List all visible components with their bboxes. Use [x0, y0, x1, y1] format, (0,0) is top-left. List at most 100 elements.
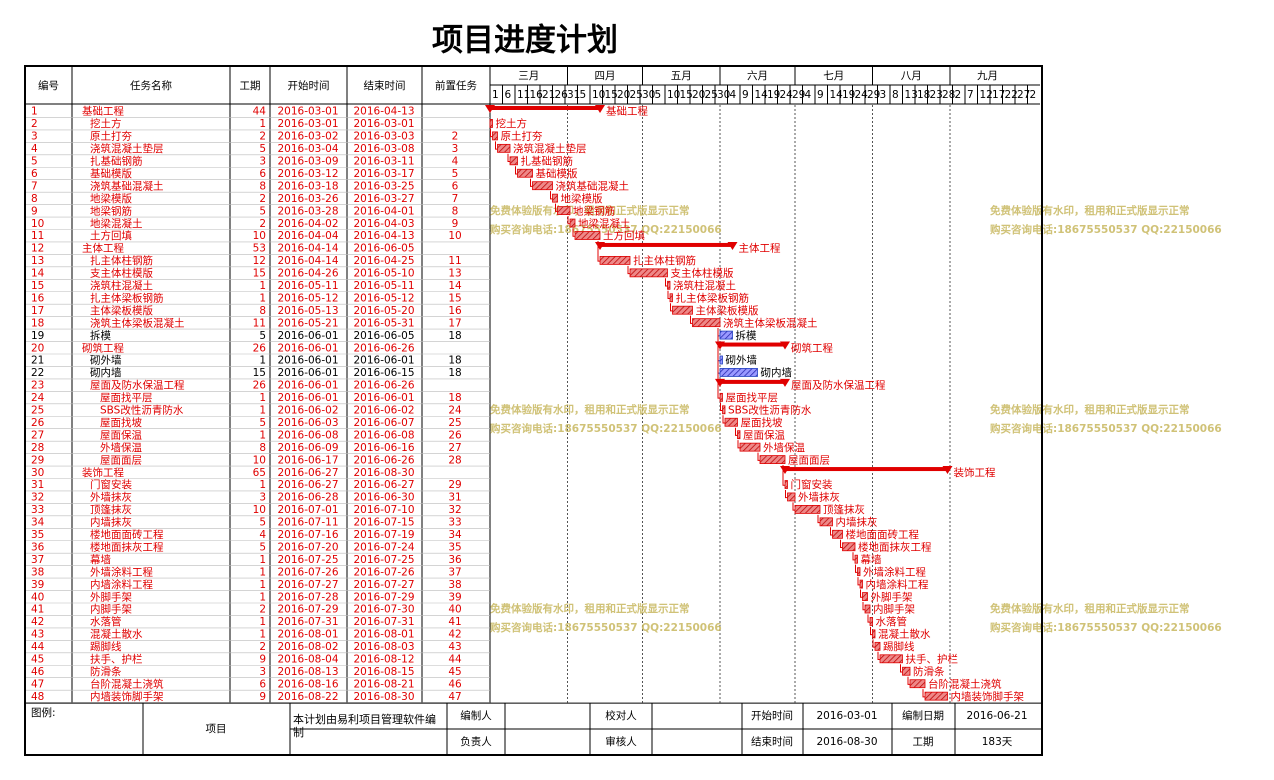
month-label: 九月: [977, 70, 998, 82]
task-name: 扎基础钢筋: [90, 155, 143, 168]
task-predecessor: 27: [448, 442, 461, 454]
bar-label: 屋面及防水保温工程: [791, 379, 886, 392]
bar-label: 楼地面面砖工程: [846, 528, 920, 541]
task-bar: [879, 654, 903, 664]
link: [877, 651, 880, 661]
link: [667, 290, 670, 299]
task-start: 2016-03-01: [277, 118, 338, 130]
day-label: 29: [867, 89, 880, 101]
footer-note: 本计划由易利项目管理软件编制: [293, 713, 436, 740]
task-start: 2016-06-01: [277, 330, 338, 342]
task-predecessor: 26: [448, 429, 462, 441]
task-id: 21: [31, 355, 44, 367]
task-predecessor: 9: [452, 218, 459, 230]
task-bar: [857, 567, 861, 577]
task-id: 33: [31, 504, 44, 516]
bar-label: 主体梁板模版: [696, 304, 759, 317]
task-start: 2016-03-28: [277, 205, 338, 217]
task-start: 2016-05-12: [277, 292, 338, 304]
task-start: 2016-07-28: [277, 591, 338, 603]
task-duration: 1: [259, 566, 266, 578]
day-label: 12: [980, 89, 993, 101]
watermark: 购买咨询电话:18675550537 QQ:22150066: [990, 422, 1222, 435]
task-name: 地梁钢筋: [90, 204, 132, 217]
task-bar: [719, 330, 733, 340]
bar-label: 台阶混凝土浇筑: [928, 677, 1002, 690]
task-duration: 53: [253, 243, 266, 255]
watermark: 购买咨询电话:18675550537 QQ:22150066: [990, 621, 1222, 634]
task-start: 2016-06-03: [277, 417, 338, 429]
task-end: 2016-03-25: [353, 180, 414, 192]
link: [490, 128, 493, 138]
link: [515, 166, 518, 175]
task-bar: [497, 143, 511, 153]
task-start: 2016-07-29: [277, 604, 338, 616]
task-predecessor: 28: [448, 454, 461, 466]
task-start: 2016-06-01: [277, 342, 338, 354]
day-label: 30: [642, 89, 655, 101]
bar-label: 屋面面层: [788, 454, 830, 466]
bar-label: 幕墙: [861, 553, 882, 566]
task-id: 43: [31, 629, 44, 641]
task-end: 2016-03-08: [353, 143, 414, 155]
task-predecessor: 42: [448, 629, 461, 641]
task-end: 2016-04-01: [353, 205, 414, 217]
task-end: 2016-06-07: [353, 417, 414, 429]
column-header: 结束时间: [364, 79, 406, 92]
task-name: 内墙抹灰: [90, 516, 132, 529]
task-bar: [784, 480, 788, 489]
footer-note-box: 本计划由易利项目管理软件编制: [293, 713, 436, 740]
task-start: 2016-04-02: [277, 218, 338, 230]
task-duration: 5: [259, 541, 266, 553]
task-id: 16: [31, 292, 45, 304]
task-name: 楼地面抹灰工程: [90, 540, 164, 553]
task-duration: 2: [259, 193, 266, 205]
task-bar: [492, 131, 498, 141]
task-id: 14: [31, 268, 45, 280]
watermark: 免费体验版有水印，租用和正式版显示正常: [490, 602, 690, 615]
task-name: 浇筑基础混凝土: [90, 179, 164, 192]
task-id: 47: [31, 678, 44, 690]
task-start: 2016-08-02: [277, 641, 338, 653]
task-bar: [909, 679, 926, 689]
task-name: 混凝土散水: [90, 628, 143, 641]
footer-edit-date-label: 编制日期: [902, 709, 944, 722]
task-name: 原土打夯: [90, 130, 132, 143]
task-bar: [532, 181, 553, 191]
task-name: 外脚手架: [90, 590, 132, 603]
task-start: 2016-06-01: [277, 380, 338, 392]
day-label: 21: [542, 89, 555, 101]
task-duration: 3: [259, 492, 266, 504]
task-end: 2016-07-29: [353, 591, 414, 603]
footer-end: 2016-08-30: [816, 736, 877, 748]
task-predecessor: 18: [448, 392, 461, 404]
task-start: 2016-04-04: [277, 230, 338, 242]
task-duration: 5: [259, 330, 266, 342]
bar-label: 楼地面抹灰工程: [858, 540, 932, 553]
footer-editor-label: 编制人: [460, 709, 492, 722]
task-bar: [787, 492, 796, 502]
bar-label: 内墙抹灰: [836, 516, 878, 529]
task-predecessor: 46: [448, 678, 462, 690]
task-duration: 8: [259, 305, 266, 317]
task-end: 2016-06-26: [353, 454, 414, 466]
task-start: 2016-04-26: [277, 268, 338, 280]
task-id: 6: [31, 168, 38, 180]
task-name: 屋面找平层: [100, 391, 153, 404]
task-id: 3: [31, 131, 38, 143]
task-duration: 5: [259, 417, 266, 429]
summary-bar: [785, 467, 948, 472]
month-label: 七月: [823, 70, 844, 82]
task-duration: 1: [259, 616, 266, 628]
day-label: 6: [505, 89, 512, 101]
summary-cap: [485, 105, 495, 113]
task-end: 2016-05-20: [353, 305, 414, 317]
link: [670, 303, 673, 312]
bar-label: 屋面保温: [743, 428, 785, 441]
task-duration: 15: [253, 367, 266, 379]
task-name: 幕墙: [90, 553, 111, 566]
task-id: 46: [31, 666, 45, 678]
day-label: 10: [592, 89, 605, 101]
task-end: 2016-03-11: [353, 156, 414, 168]
bar-label: 外墙保温: [763, 441, 805, 454]
